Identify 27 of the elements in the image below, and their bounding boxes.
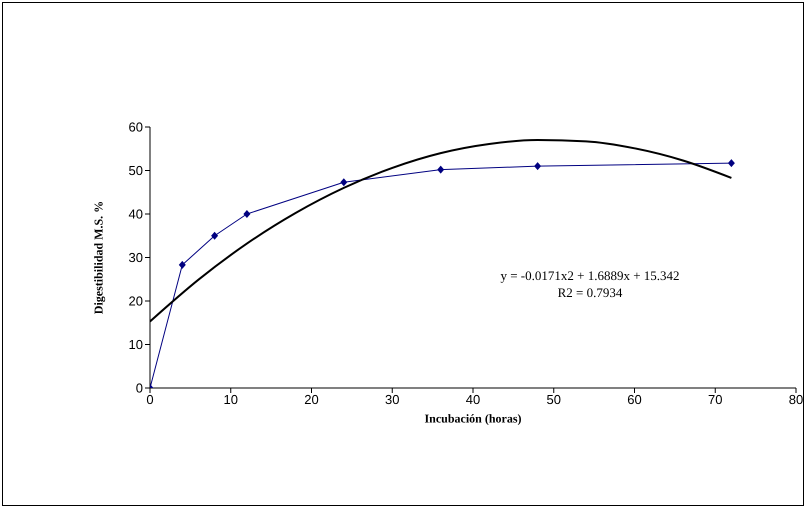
point [728, 159, 735, 168]
y-tick-label: 60 [128, 120, 143, 135]
x-axis-title: Incubación (horas) [424, 412, 522, 426]
y-axis-title: Digestibilidad M.S. % [91, 200, 106, 314]
x-tick-label: 80 [788, 392, 804, 408]
point [534, 162, 542, 170]
x-tick-label: 10 [224, 392, 238, 408]
x-tick-label: 60 [627, 392, 642, 408]
y-tick-label: 10 [128, 337, 143, 352]
y-tick-label: 20 [128, 294, 143, 309]
y-tick-label: 50 [128, 163, 143, 178]
y-tick-label: 30 [128, 250, 143, 266]
point [178, 260, 186, 269]
point [211, 232, 218, 240]
annotation: R2 = 0.7934 [556, 285, 624, 301]
x-tick-label: 30 [385, 392, 400, 408]
x-tick-label: 70 [708, 392, 722, 408]
x-tick-label: 40 [466, 392, 480, 408]
point [437, 166, 444, 174]
point [340, 178, 348, 186]
y-tick-label: 0 [136, 380, 143, 396]
point [243, 210, 250, 218]
x-tick-label: 20 [304, 392, 319, 408]
x-tick-label: 50 [546, 392, 561, 408]
y-tick-label: 40 [128, 206, 143, 222]
x-tick-label: 0 [146, 392, 154, 408]
annotation: y = -0.0171x2 + 1.6889x + 15.342 [499, 268, 681, 284]
